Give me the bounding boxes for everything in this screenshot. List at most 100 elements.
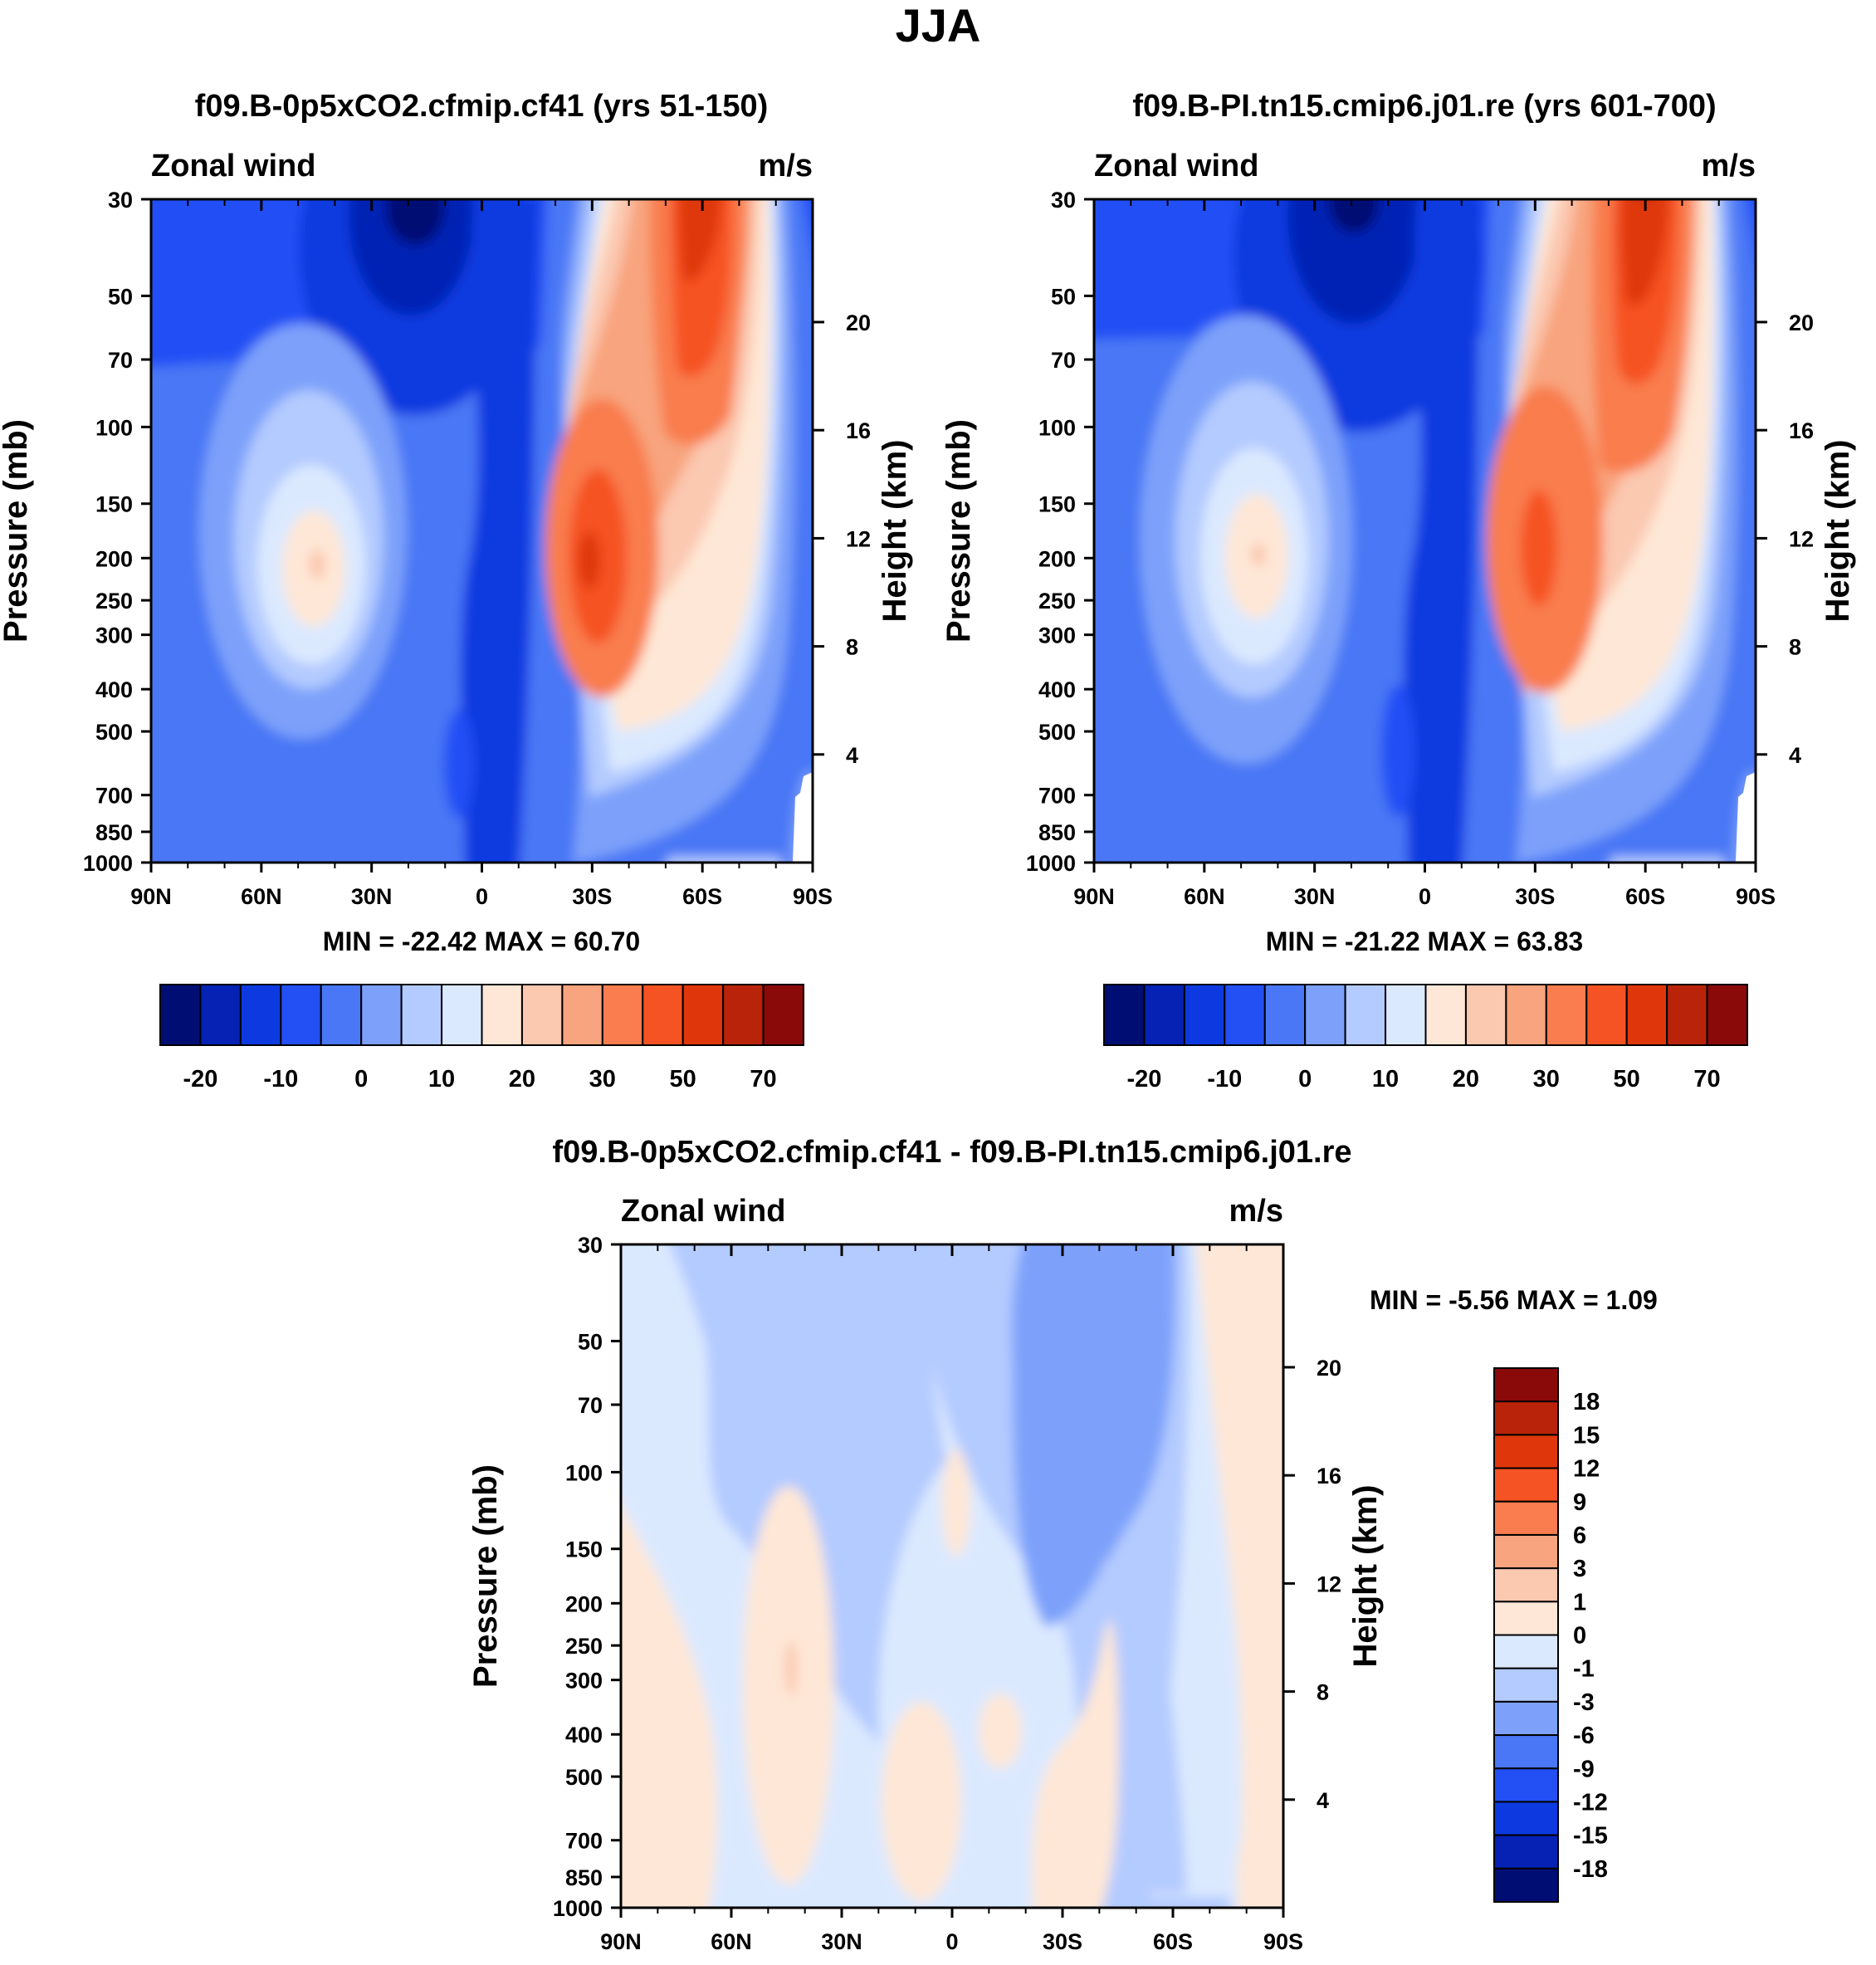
colorbar-a-label: 10 — [428, 1066, 455, 1092]
panel-a-title: f09.B-0p5xCO2.cfmip.cf41 (yrs 51-150) — [195, 89, 769, 124]
panel-a-latitude-tick-label: 30N — [351, 884, 393, 909]
panel-b-height-tick-label: 12 — [1789, 526, 1814, 551]
panel-a-pressure-tick-label: 500 — [95, 720, 133, 745]
panel-b-pressure-tick-label: 300 — [1038, 623, 1076, 648]
colorbar-c-label: 3 — [1573, 1556, 1586, 1582]
panel-c-contour-field — [621, 1244, 1283, 1908]
panel-c-colorbar: 18 15 12 9 6 3 1 0 -1 -3 -6 -9 -12 -15 -18 — [1493, 1367, 1608, 1903]
panel-a-latitude-tick-label: 60N — [241, 884, 282, 909]
colorbar-c-label: -9 — [1573, 1756, 1595, 1782]
colorbar-b-label: -10 — [1207, 1066, 1242, 1092]
colorbar-a-swatch — [520, 984, 564, 1046]
colorbar-b-swatch — [1424, 984, 1467, 1046]
colorbar-a-swatch — [561, 984, 603, 1046]
panel-b-ylabel-right: Height (km) — [1820, 440, 1856, 623]
panel-c-left-label: Zonal wind — [621, 1194, 785, 1229]
colorbar-b-swatch — [1666, 984, 1708, 1046]
panel-c-latitude-tick-label: 90N — [600, 1929, 642, 1954]
panel-c: f09.B-0p5xCO2.cfmip.cf41 - f09.B-PI.tn15… — [467, 1135, 1658, 1954]
panel-a-axes: 305070100150200250300400500700850100090N… — [0, 188, 913, 909]
panel-a-pressure-tick-label: 250 — [95, 589, 133, 613]
panel-b-height-tick-label: 8 — [1789, 635, 1801, 660]
panel-b-contour-field — [1094, 199, 1756, 863]
panel-a-min-max: MIN = -22.42 MAX = 60.70 — [323, 926, 640, 956]
panel-b-latitude-tick-label: 0 — [1419, 884, 1431, 909]
panel-a-latitude-tick-label: 0 — [476, 884, 488, 909]
panel-c-pressure-tick-label: 30 — [578, 1233, 603, 1258]
panel-a: f09.B-0p5xCO2.cfmip.cf41 (yrs 51-150) Zo… — [0, 89, 913, 1092]
colorbar-a-swatch — [159, 984, 202, 1046]
colorbar-a-label: -10 — [263, 1066, 298, 1092]
colorbar-b-swatch — [1103, 984, 1146, 1046]
colorbar-a-swatch — [481, 984, 523, 1046]
colorbar-c-label: -15 — [1573, 1823, 1608, 1850]
panel-a-latitude-tick-label: 90S — [793, 884, 833, 909]
panel-a-height-tick-label: 8 — [846, 635, 858, 660]
panel-c-latitude-tick-label: 60N — [711, 1929, 752, 1954]
colorbar-b-swatch — [1263, 984, 1307, 1046]
panel-a-units: m/s — [759, 149, 813, 183]
colorbar-c-label: 12 — [1573, 1456, 1600, 1483]
colorbar-b-swatch — [1344, 984, 1387, 1046]
colorbar-c-swatch — [1493, 1700, 1559, 1737]
colorbar-c-swatch — [1493, 1601, 1559, 1636]
colorbar-b-swatch — [1545, 984, 1588, 1046]
colorbar-c-swatch — [1493, 1867, 1559, 1903]
panel-b-latitude-tick-label: 30N — [1294, 884, 1336, 909]
panel-a-pressure-tick-label: 50 — [108, 284, 133, 309]
panel-b-pressure-tick-label: 100 — [1038, 415, 1076, 440]
panel-b-latitude-tick-label: 60N — [1184, 884, 1225, 909]
panel-a-left-label: Zonal wind — [151, 149, 315, 183]
panel-a-height-tick-label: 16 — [846, 418, 871, 443]
panel-a-pressure-tick-label: 100 — [95, 415, 133, 440]
panel-a-contour-field — [151, 199, 813, 863]
colorbar-c-swatch — [1493, 1533, 1559, 1570]
colorbar-b-label: 70 — [1693, 1066, 1720, 1092]
colorbar-c-label: 15 — [1573, 1422, 1600, 1449]
colorbar-a-swatch — [320, 984, 363, 1046]
colorbar-c-label: -3 — [1573, 1689, 1595, 1716]
colorbar-b-label: -20 — [1126, 1066, 1161, 1092]
colorbar-b-label: 10 — [1372, 1066, 1399, 1092]
colorbar-c-swatch — [1493, 1567, 1559, 1603]
panel-c-pressure-tick-label: 70 — [578, 1393, 603, 1418]
panel-a-latitude-tick-label: 30S — [572, 884, 612, 909]
panel-c-height-tick-label: 20 — [1317, 1356, 1341, 1381]
panel-c-pressure-tick-label: 700 — [565, 1829, 603, 1854]
panel-b-height-tick-label: 16 — [1789, 418, 1814, 443]
colorbar-a-label: 70 — [750, 1066, 776, 1092]
panel-c-pressure-tick-label: 1000 — [553, 1896, 603, 1921]
panel-b-axes: 305070100150200250300400500700850100090N… — [940, 188, 1856, 909]
colorbar-a-swatch — [199, 984, 242, 1046]
panel-b-pressure-tick-label: 700 — [1038, 784, 1076, 809]
panel-a-height-tick-label: 4 — [846, 743, 858, 768]
panel-c-pressure-tick-label: 150 — [565, 1537, 603, 1562]
panel-a-ylabel-right: Height (km) — [877, 440, 913, 623]
colorbar-a-swatch — [441, 984, 483, 1046]
panel-b-title: f09.B-PI.tn15.cmip6.j01.re (yrs 601-700) — [1132, 89, 1716, 124]
panel-a-pressure-tick-label: 70 — [108, 348, 133, 373]
panel-c-pressure-tick-label: 400 — [565, 1723, 603, 1747]
panel-c-ylabel-right: Height (km) — [1347, 1485, 1384, 1668]
panel-c-latitude-tick-label: 90S — [1263, 1929, 1303, 1954]
colorbar-c-swatch — [1493, 1834, 1559, 1870]
colorbar-c-swatch — [1493, 1467, 1559, 1503]
panel-b-pressure-tick-label: 30 — [1051, 188, 1076, 213]
panel-b-min-max: MIN = -21.22 MAX = 63.83 — [1266, 926, 1583, 956]
colorbar-c-swatch — [1493, 1734, 1559, 1770]
colorbar-c-label: 18 — [1573, 1389, 1600, 1415]
panel-b-colorbar: -20 -10 0 10 20 30 50 70 — [1103, 984, 1748, 1092]
colorbar-c-label: 1 — [1573, 1589, 1586, 1616]
panel-c-pressure-tick-label: 850 — [565, 1865, 603, 1890]
panel-b-latitude-tick-label: 90S — [1736, 884, 1776, 909]
colorbar-b-label: 50 — [1614, 1066, 1640, 1092]
panel-a-ylabel: Pressure (mb) — [0, 419, 34, 643]
panel-c-latitude-tick-label: 0 — [945, 1929, 958, 1954]
colorbar-a-label: 30 — [589, 1066, 616, 1092]
colorbar-b-swatch — [1143, 984, 1185, 1046]
colorbar-b-swatch — [1625, 984, 1668, 1046]
colorbar-c-label: -12 — [1573, 1789, 1608, 1816]
panel-a-latitude-tick-label: 60S — [682, 884, 722, 909]
panel-b-left-label: Zonal wind — [1094, 149, 1258, 183]
